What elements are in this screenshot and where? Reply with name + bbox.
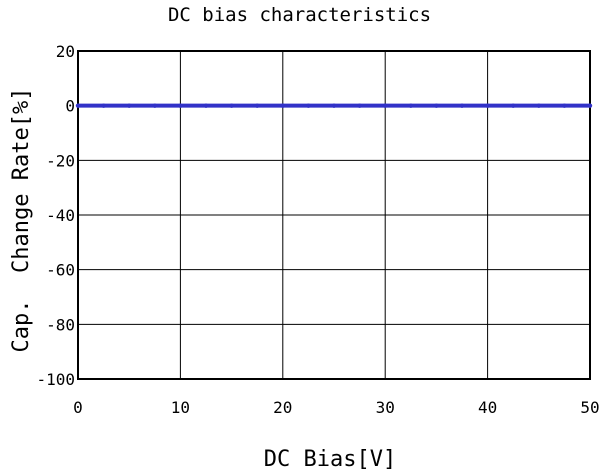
- data-point: [280, 103, 285, 108]
- data-point: [459, 103, 465, 108]
- grid-lines: [77, 50, 591, 380]
- tick-labels: 0 10 20 30 40 50 20 0 -20 -40 -60 -80 -100: [36, 42, 599, 417]
- series-layer: [75, 103, 593, 108]
- data-point: [229, 103, 234, 108]
- chart-title: DC bias characteristics: [167, 4, 432, 26]
- data-point: [357, 103, 362, 108]
- x-tick-label: 20: [273, 398, 292, 417]
- y-tick-label: 0: [65, 97, 75, 116]
- x-tick-label: 40: [478, 398, 497, 417]
- y-tick-label: -20: [46, 151, 75, 170]
- y-axis-label: Cap. Change Rate[%]: [9, 88, 34, 353]
- data-point: [331, 103, 337, 108]
- data-point: [383, 103, 388, 108]
- data-point: [152, 103, 157, 108]
- x-axis-label: DC Bias[V]: [264, 447, 396, 472]
- x-tick-label: 10: [171, 398, 190, 417]
- data-point: [101, 103, 106, 108]
- data-point: [255, 103, 260, 108]
- x-tick-label: 30: [376, 398, 395, 417]
- data-point: [408, 103, 413, 108]
- y-tick-label: -40: [46, 206, 75, 225]
- plot-frame: [77, 50, 591, 380]
- y-tick-label: -80: [46, 315, 75, 334]
- data-point: [485, 103, 490, 108]
- y-tick-label: -100: [36, 370, 75, 389]
- data-point: [587, 103, 593, 108]
- data-point: [178, 103, 183, 108]
- y-tick-label: 20: [56, 42, 75, 61]
- data-point: [75, 103, 81, 108]
- data-point: [127, 103, 132, 108]
- data-point: [434, 103, 439, 108]
- data-point: [562, 103, 567, 108]
- data-point: [203, 103, 209, 108]
- y-tick-label: -60: [46, 261, 75, 280]
- data-point: [511, 103, 516, 108]
- x-tick-label: 50: [580, 398, 599, 417]
- data-point: [536, 103, 541, 108]
- data-point: [306, 103, 311, 108]
- x-tick-label: 0: [73, 398, 83, 417]
